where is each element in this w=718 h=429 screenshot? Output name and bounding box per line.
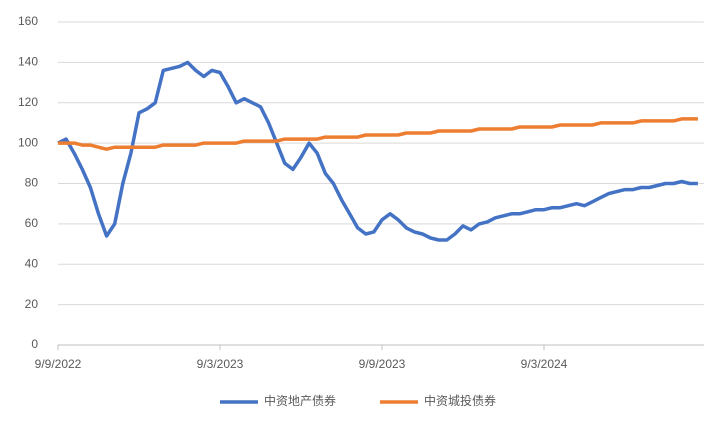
series-line (58, 117, 698, 151)
y-tick-label: 20 (25, 297, 39, 311)
x-tick-label: 9/3/2023 (197, 357, 244, 371)
x-tick-label: 9/9/2022 (35, 357, 82, 371)
legend-label: 中资城投债券 (424, 393, 496, 408)
legend-label: 中资地产债券 (264, 393, 336, 408)
x-tick-label: 9/9/2023 (359, 357, 406, 371)
y-tick-label: 0 (31, 337, 38, 351)
y-tick-label: 40 (25, 256, 39, 270)
y-tick-label: 140 (18, 55, 38, 69)
series-line (57, 60, 698, 242)
y-tick-label: 60 (25, 216, 39, 230)
y-tick-label: 100 (18, 135, 38, 149)
y-tick-label: 120 (18, 95, 38, 109)
x-tick-label: 9/3/2024 (521, 357, 568, 371)
y-tick-label: 80 (25, 176, 39, 190)
y-tick-label: 160 (18, 14, 38, 28)
